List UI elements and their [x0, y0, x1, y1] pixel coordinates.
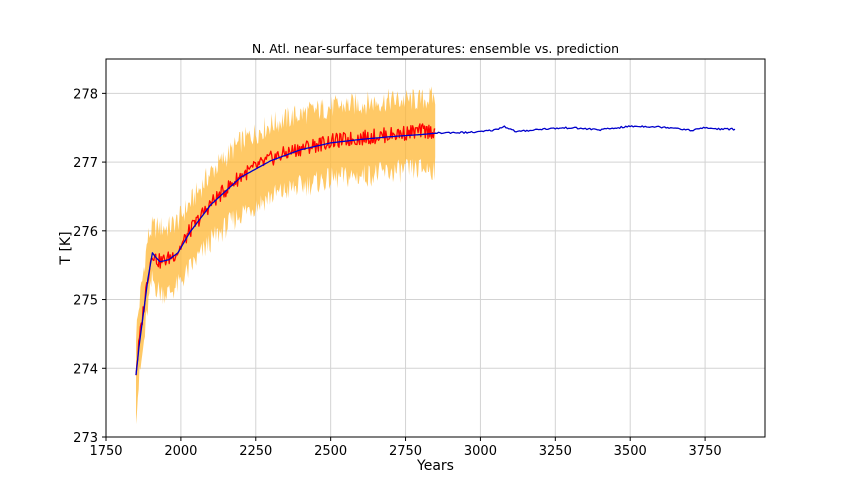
x-tick-label: 2250 [239, 444, 272, 459]
y-axis-label: T [K] [58, 231, 74, 265]
x-axis-label: Years [416, 458, 454, 474]
prediction-line [135, 125, 736, 376]
y-tick-label: 275 [73, 294, 98, 309]
chart-title: N. Atl. near-surface temperatures: ensem… [252, 41, 619, 56]
x-tick-label: 2500 [314, 444, 347, 459]
y-tick-label: 273 [73, 431, 98, 446]
x-tick-label: 3500 [614, 444, 647, 459]
plot-area [135, 86, 736, 425]
x-tick-label: 3000 [464, 444, 497, 459]
x-tick-label: 1750 [89, 444, 122, 459]
x-tick-label: 3750 [689, 444, 722, 459]
x-tick-label: 2750 [389, 444, 422, 459]
y-tick-label: 276 [73, 225, 98, 240]
x-tick-label: 2000 [164, 444, 197, 459]
y-tick-label: 278 [73, 87, 98, 102]
axis-ticks: 1750 2000 2250 2500 2750 3000 3250 3500 3750 273 2… [73, 87, 721, 459]
ensemble-spread-band [136, 86, 436, 425]
y-tick-label: 277 [73, 156, 98, 171]
axes-frame [105, 58, 766, 438]
x-tick-label: 3250 [539, 444, 572, 459]
y-tick-label: 274 [73, 362, 98, 377]
